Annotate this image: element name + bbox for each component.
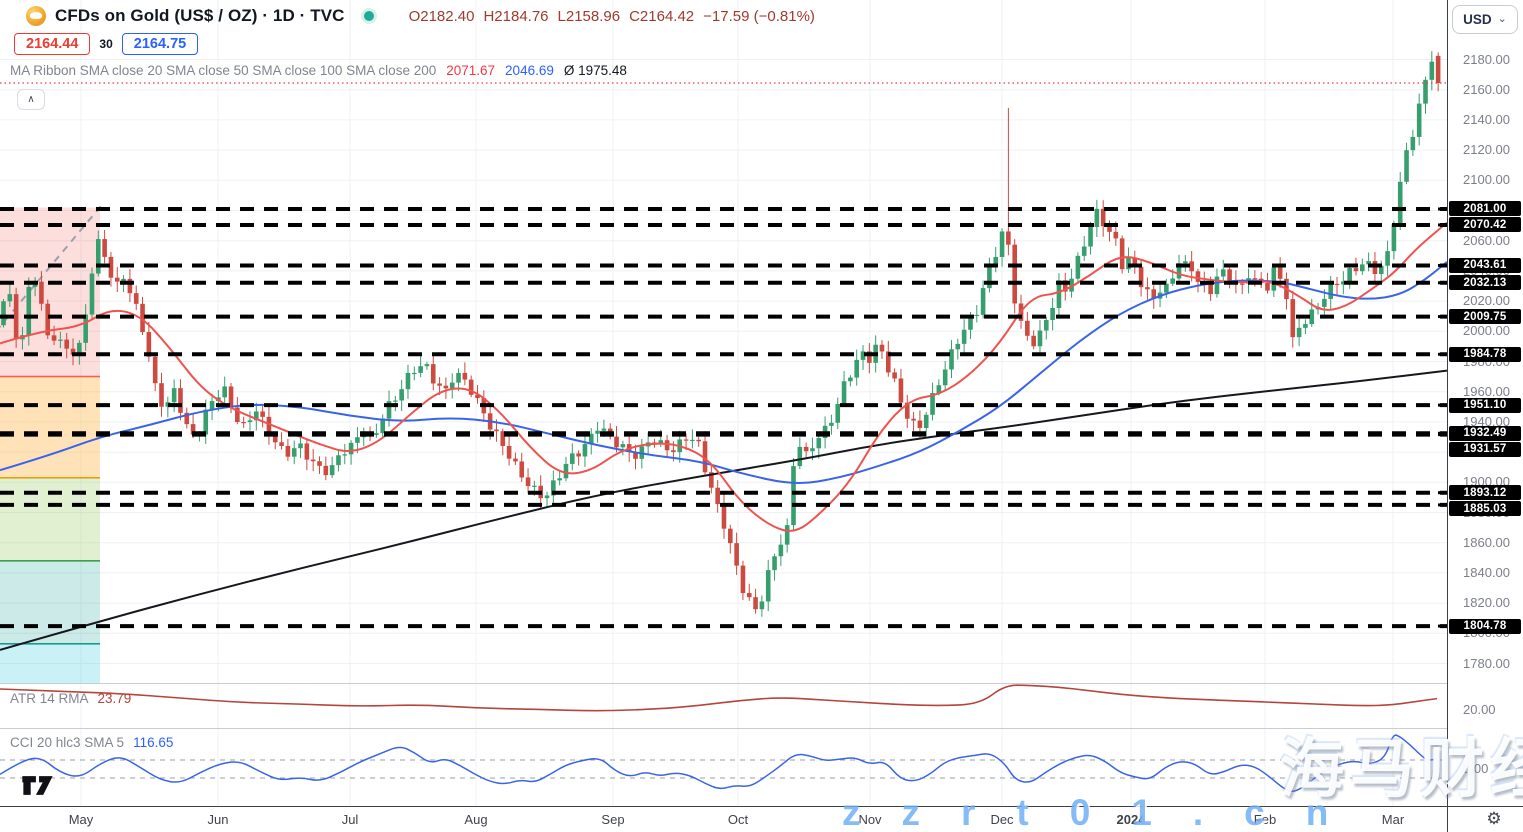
analysis-zones bbox=[0, 205, 102, 683]
instrument-logo-icon bbox=[26, 6, 46, 26]
price-axis-label: 2100.00 bbox=[1463, 172, 1510, 188]
atr-legend[interactable]: ATR 14 RMA 23.79 bbox=[10, 691, 131, 706]
price-level-badge: 1885.03 bbox=[1449, 501, 1521, 517]
chevron-up-icon: ∧ bbox=[27, 94, 35, 105]
symbol-legend: CFDs on Gold (US$ / OZ) · 1D · TVC O2182… bbox=[26, 6, 815, 26]
time-axis-label: Dec bbox=[990, 812, 1014, 827]
cci-axis-label: 0.00 bbox=[1463, 761, 1489, 776]
price-level-badge: 2043.61 bbox=[1449, 257, 1521, 273]
price-level-badge: 2032.13 bbox=[1449, 275, 1521, 291]
time-axis-label: Nov bbox=[858, 812, 882, 827]
tradingview-logo[interactable] bbox=[18, 774, 58, 802]
price-level-badge: 1804.78 bbox=[1449, 618, 1521, 634]
ma-ribbon-legend[interactable]: MA Ribbon SMA close 20 SMA close 50 SMA … bbox=[10, 63, 627, 78]
currency-label: USD bbox=[1463, 12, 1492, 27]
price-axis-label: 1960.00 bbox=[1463, 383, 1510, 399]
candlestick-series bbox=[1, 51, 1441, 617]
time-axis-label: Feb bbox=[1253, 812, 1277, 827]
collapse-legend-button[interactable]: ∧ bbox=[17, 89, 45, 110]
price-chart-svg bbox=[0, 0, 1447, 806]
time-axis-border bbox=[0, 806, 1523, 807]
price-axis-label: 1820.00 bbox=[1463, 595, 1510, 611]
ohlc-values: O2182.40 H2184.76 L2158.96 C2164.42 −17.… bbox=[409, 8, 815, 25]
cci-value: 116.65 bbox=[133, 735, 174, 750]
ma-ribbon-label[interactable]: MA Ribbon SMA close 20 SMA close 50 SMA … bbox=[10, 63, 437, 78]
price-axis-label: 2140.00 bbox=[1463, 111, 1510, 127]
price-level-badge: 2009.75 bbox=[1449, 309, 1521, 325]
cci-line bbox=[0, 734, 1438, 793]
ma-ribbon-sma50-value: 2046.69 bbox=[505, 63, 554, 78]
high-value: H2184.76 bbox=[483, 7, 549, 25]
price-axis-label: 1940.00 bbox=[1463, 413, 1510, 429]
price-level-badge: 1931.57 bbox=[1449, 441, 1521, 457]
sell-price-button[interactable]: 2164.44 bbox=[14, 33, 91, 55]
price-axis-label: 1860.00 bbox=[1463, 534, 1510, 550]
price-level-badge: 1984.78 bbox=[1449, 346, 1521, 362]
atr-axis-label: 20.00 bbox=[1463, 702, 1496, 717]
time-axis-label: Jun bbox=[207, 812, 229, 827]
time-axis-label: Oct bbox=[727, 812, 749, 827]
tradingview-logo-icon bbox=[22, 776, 53, 795]
time-axis[interactable]: May Jun Jul Aug Sep Oct Nov Dec 2024 Feb Mar bbox=[0, 807, 1523, 832]
price-level-badge: 1893.12 bbox=[1449, 485, 1521, 501]
price-axis-label: 2020.00 bbox=[1463, 293, 1510, 309]
sr-levels bbox=[0, 206, 1447, 629]
ma-50-line bbox=[0, 261, 1447, 484]
time-axis-label: Mar bbox=[1381, 812, 1405, 827]
market-status-icon bbox=[363, 11, 374, 21]
price-axis-border bbox=[1447, 0, 1448, 832]
price-axis-label: 2060.00 bbox=[1463, 232, 1510, 248]
settings-gear-icon[interactable]: ⚙ bbox=[1486, 808, 1502, 828]
time-axis-label: 2024 bbox=[1116, 812, 1146, 827]
chevron-down-icon: ⌄ bbox=[1497, 13, 1507, 25]
pane-separator-atr[interactable] bbox=[0, 683, 1523, 684]
change-value: −17.59 (−0.81%) bbox=[703, 7, 815, 25]
atr-line bbox=[0, 684, 1438, 712]
atr-value: 23.79 bbox=[97, 691, 132, 706]
atr-label[interactable]: ATR 14 RMA bbox=[10, 691, 89, 706]
price-level-badge: 1951.10 bbox=[1449, 397, 1521, 413]
symbol-title[interactable]: CFDs on Gold (US$ / OZ) · 1D · TVC bbox=[55, 6, 345, 25]
ma-ribbon-sma20-value: 2071.67 bbox=[446, 63, 496, 78]
price-axis-label: 2120.00 bbox=[1463, 142, 1510, 158]
price-level-badge: 1932.49 bbox=[1449, 425, 1521, 441]
pane-separator-cci[interactable] bbox=[0, 728, 1523, 729]
trade-buttons: 2164.44 30 2164.75 bbox=[14, 33, 199, 55]
ma-ribbon-avg-value: Ø 1975.48 bbox=[563, 63, 627, 78]
price-level-badge: 2070.42 bbox=[1449, 217, 1521, 233]
low-value: L2158.96 bbox=[557, 7, 621, 25]
time-axis-label: Jul bbox=[341, 812, 359, 827]
cci-legend[interactable]: CCI 20 hlc3 SMA 5 116.65 bbox=[10, 735, 173, 750]
time-axis-label: Sep bbox=[601, 812, 625, 827]
price-axis-label: 1780.00 bbox=[1463, 655, 1510, 671]
price-axis-label: 2160.00 bbox=[1463, 81, 1510, 97]
chart-canvas[interactable] bbox=[0, 0, 1448, 806]
price-axis[interactable]: 2180.002160.002140.002120.002100.002080.… bbox=[1448, 0, 1523, 806]
currency-selector[interactable]: USD ⌄ bbox=[1452, 5, 1518, 34]
ma-200-line bbox=[0, 369, 1447, 651]
buy-price-button[interactable]: 2164.75 bbox=[121, 33, 199, 55]
price-level-badge: 2081.00 bbox=[1449, 201, 1521, 217]
cci-label[interactable]: CCI 20 hlc3 SMA 5 bbox=[10, 735, 125, 750]
close-value: C2164.42 bbox=[629, 7, 695, 25]
time-axis-label: Aug bbox=[464, 812, 488, 827]
time-axis-label: May bbox=[68, 812, 94, 827]
open-value: O2182.40 bbox=[408, 7, 475, 25]
grid-lines bbox=[0, 0, 1447, 806]
price-axis-label: 2180.00 bbox=[1463, 51, 1510, 67]
price-axis-label: 1840.00 bbox=[1463, 564, 1510, 580]
spread-value: 30 bbox=[99, 37, 113, 51]
price-axis-label: 2000.00 bbox=[1463, 323, 1510, 339]
